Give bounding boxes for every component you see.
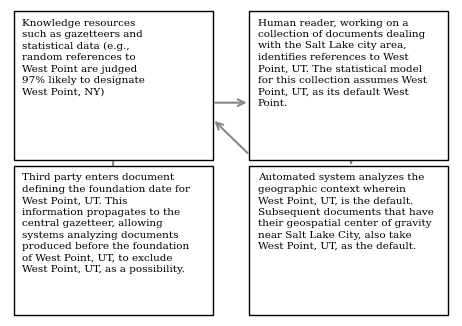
Text: Human reader, working on a
collection of documents dealing
with the Salt Lake ci: Human reader, working on a collection of…	[258, 19, 427, 108]
FancyBboxPatch shape	[14, 11, 213, 160]
FancyBboxPatch shape	[14, 166, 213, 315]
Text: Automated system analyzes the
geographic context wherein
West Point, UT, is the : Automated system analyzes the geographic…	[258, 173, 434, 251]
Text: Third party enters document
defining the foundation date for
West Point, UT. Thi: Third party enters document defining the…	[22, 173, 190, 274]
FancyBboxPatch shape	[249, 166, 448, 315]
Text: Knowledge resources
such as gazetteers and
statistical data (e.g.,
random refere: Knowledge resources such as gazetteers a…	[22, 19, 145, 96]
FancyBboxPatch shape	[249, 11, 448, 160]
